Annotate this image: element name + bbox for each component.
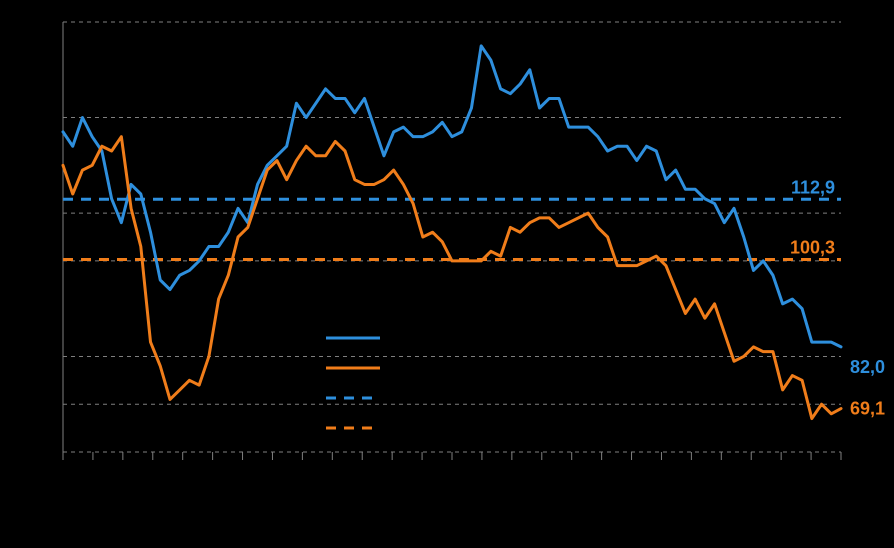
ref-label-blue: 112,9 (791, 177, 835, 197)
line-chart: 112,9 100,3 82,0 69,1 (0, 0, 894, 548)
end-label-orange: 69,1 (850, 399, 885, 419)
ref-label-orange: 100,3 (790, 237, 835, 257)
end-label-blue: 82,0 (850, 357, 885, 377)
chart-background (0, 0, 894, 548)
